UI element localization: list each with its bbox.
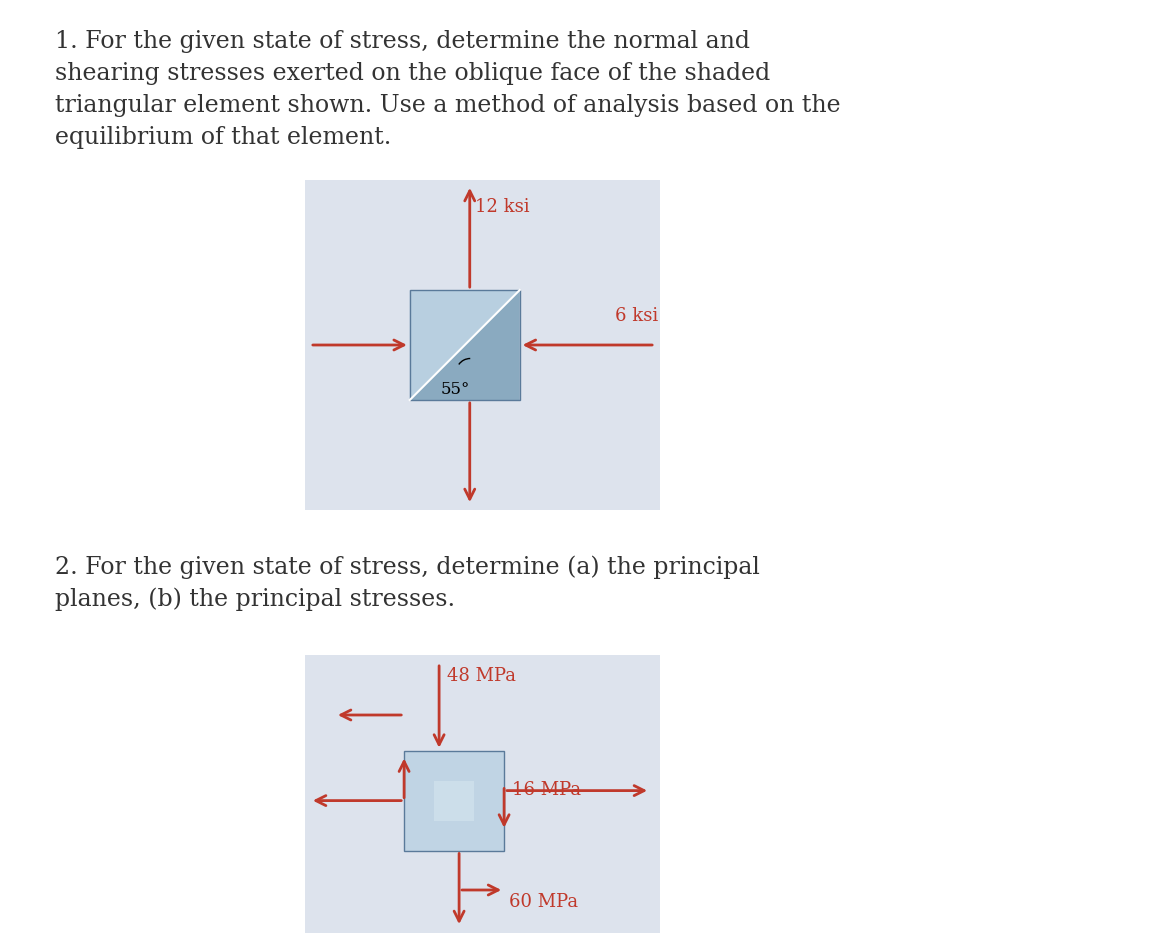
FancyBboxPatch shape bbox=[305, 655, 660, 933]
Text: 16 MPa: 16 MPa bbox=[512, 781, 581, 799]
Bar bbox=[410, 290, 519, 400]
Text: 12 ksi: 12 ksi bbox=[475, 198, 529, 216]
Bar bbox=[404, 751, 504, 851]
Text: 55°: 55° bbox=[440, 381, 469, 397]
Polygon shape bbox=[410, 290, 519, 400]
Text: 1. For the given state of stress, determine the normal and
shearing stresses exe: 1. For the given state of stress, determ… bbox=[55, 30, 840, 149]
Text: 2. For the given state of stress, determine (a) the principal
planes, (b) the pr: 2. For the given state of stress, determ… bbox=[55, 555, 759, 611]
Polygon shape bbox=[434, 781, 474, 821]
Text: 48 MPa: 48 MPa bbox=[447, 667, 516, 685]
FancyBboxPatch shape bbox=[305, 180, 660, 510]
Polygon shape bbox=[410, 290, 519, 400]
Text: 6 ksi: 6 ksi bbox=[615, 307, 659, 325]
Text: 60 MPa: 60 MPa bbox=[509, 893, 578, 911]
